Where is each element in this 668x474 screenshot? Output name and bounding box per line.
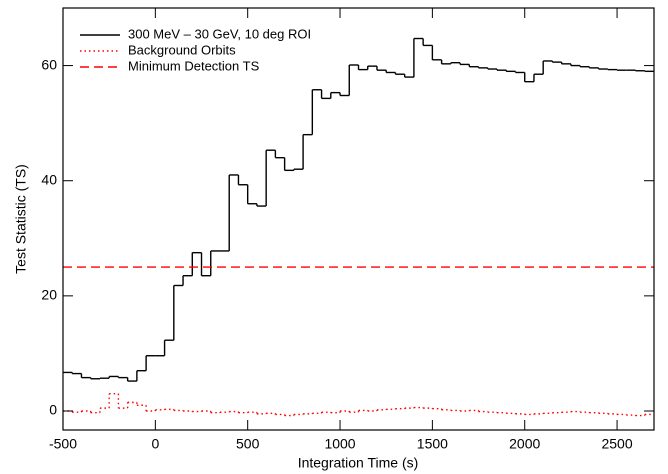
x-tick-label: 1000 [324,436,355,452]
legend-label: Minimum Detection TS [128,58,260,73]
y-axis-label: Test Statistic (TS) [13,164,29,274]
y-tick-label: 60 [41,56,57,72]
step-riser [71,38,646,382]
step-riser [71,393,646,416]
x-tick-label: 2500 [601,436,632,452]
y-tick-label: 40 [41,171,57,187]
legend-label: 300 MeV – 30 GeV, 10 deg ROI [128,26,311,41]
x-tick-label: 0 [151,436,159,452]
y-tick-label: 20 [41,287,57,303]
x-axis-label: Integration Time (s) [298,455,419,471]
x-tick-label: -500 [49,436,77,452]
x-tick-label: 1500 [417,436,448,452]
plot-frame [62,7,655,431]
y-tick-label: 0 [49,402,57,418]
legend-label: Background Orbits [128,42,236,57]
x-tick-label: 500 [236,436,260,452]
x-tick-label: 2000 [509,436,540,452]
